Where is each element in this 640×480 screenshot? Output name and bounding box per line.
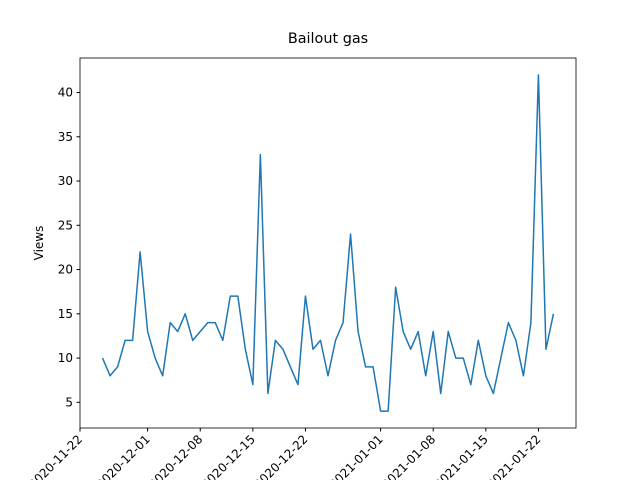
y-tick-label: 20 (58, 263, 73, 277)
y-tick-label: 30 (58, 174, 73, 188)
line (101, 74, 555, 412)
axes-frame (79, 57, 577, 429)
y-axis-label: Views (32, 226, 46, 261)
y-tick-label: 35 (58, 130, 73, 144)
y-tick-label: 5 (65, 395, 73, 409)
y-tick-label: 40 (58, 86, 73, 100)
y-tick-label: 25 (58, 218, 73, 232)
y-tick-label: 10 (58, 351, 73, 365)
chart-title: Bailout gas (288, 31, 368, 47)
y-tick-label: 15 (58, 307, 73, 321)
